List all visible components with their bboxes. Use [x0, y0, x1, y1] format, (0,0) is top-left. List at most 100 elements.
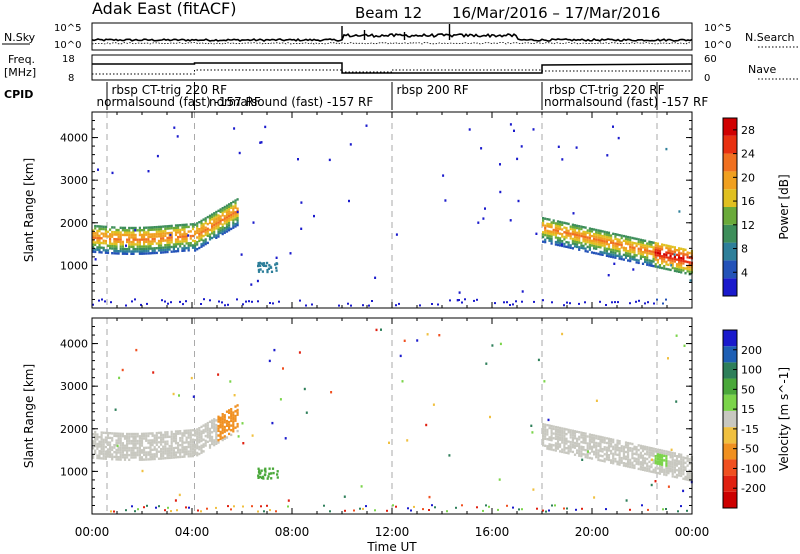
range-cell [616, 254, 619, 257]
range-cell [191, 445, 195, 448]
range-cell [578, 227, 581, 230]
range-cell [145, 446, 148, 449]
range-cell [223, 428, 226, 431]
range-cell [140, 435, 144, 438]
range-cell [633, 251, 636, 254]
range-cell [130, 252, 133, 255]
range-cell [578, 246, 581, 249]
range-cell [121, 229, 124, 232]
range-cell [667, 268, 670, 271]
range-cell [593, 443, 596, 447]
range-cell [140, 432, 144, 436]
range-cell [629, 257, 632, 260]
range-cell [506, 504, 508, 507]
range-cell [617, 301, 619, 304]
range-cell [162, 246, 165, 249]
range-cell [627, 455, 630, 459]
range-cell [132, 453, 135, 457]
range-cell [170, 456, 173, 459]
range-cell [119, 231, 122, 234]
range-cell [686, 509, 688, 512]
range-cell [297, 158, 299, 161]
range-cell [115, 444, 118, 447]
range-cell [185, 448, 188, 451]
range-cell [665, 464, 668, 467]
range-cell [639, 465, 642, 469]
colorbar-tick-label: 4 [741, 266, 748, 279]
range-cell [662, 302, 664, 305]
range-cell [652, 452, 655, 455]
range-cell [134, 233, 137, 237]
range-cell [521, 290, 524, 293]
range-cell [213, 422, 216, 426]
range-cell [236, 207, 239, 210]
range-cell [678, 453, 681, 456]
range-cell [126, 444, 129, 447]
range-cell [688, 471, 691, 475]
range-cell [208, 228, 212, 232]
range-cell [413, 505, 415, 508]
range-cell [115, 439, 118, 442]
range-cell [157, 239, 161, 243]
range-cell [94, 433, 97, 436]
range-cell [130, 449, 133, 452]
range-cell [616, 245, 619, 248]
range-cell [573, 228, 577, 232]
range-cell [613, 262, 616, 265]
range-cell [183, 434, 186, 437]
range-cell [671, 456, 674, 459]
range-cell [582, 233, 585, 236]
range-cell [230, 227, 233, 231]
range-cell [627, 446, 630, 449]
range-cell [464, 298, 466, 301]
range-cell [552, 233, 555, 236]
range-cell [563, 507, 565, 510]
range-cell [104, 431, 107, 435]
range-cell [422, 508, 424, 511]
range-cell [128, 432, 131, 436]
range-cell [179, 228, 182, 232]
range-cell [115, 233, 118, 236]
range-cell [565, 229, 568, 232]
range-cell [663, 473, 666, 476]
range-cell [616, 240, 619, 243]
range-cell [561, 158, 564, 161]
range-cell [149, 439, 152, 442]
range-cell [631, 456, 634, 460]
range-cell [618, 440, 621, 443]
range-cell [225, 419, 229, 423]
range-cell [582, 237, 585, 241]
range-cell [284, 437, 287, 440]
range-cell [198, 232, 201, 236]
range-cell [164, 440, 167, 443]
range-cell [586, 456, 589, 459]
range-cell [160, 249, 163, 252]
range-cell [261, 270, 264, 273]
range-cell [225, 223, 229, 226]
range-cell [669, 245, 672, 248]
range-cell [115, 249, 118, 253]
range-cell [132, 226, 135, 230]
range-cell [170, 250, 173, 253]
range-cell [198, 452, 201, 456]
range-cell [550, 436, 553, 439]
range-cell [535, 232, 538, 235]
range-cell [213, 216, 216, 220]
range-cell [132, 439, 135, 443]
range-cell [607, 437, 611, 440]
range-cell [189, 242, 192, 245]
range-cell [652, 449, 655, 453]
range-cell [134, 442, 137, 445]
range-cell [225, 436, 229, 439]
range-cell [183, 240, 186, 243]
range-cell [185, 223, 188, 226]
range-cell [194, 434, 197, 437]
range-cell [650, 463, 653, 466]
range-cell [179, 439, 182, 442]
range-cell [100, 225, 103, 228]
range-cell [648, 259, 651, 262]
range-cell [654, 258, 657, 261]
range-cell [113, 226, 116, 229]
range-cell [603, 247, 606, 250]
range-cell [194, 452, 197, 456]
